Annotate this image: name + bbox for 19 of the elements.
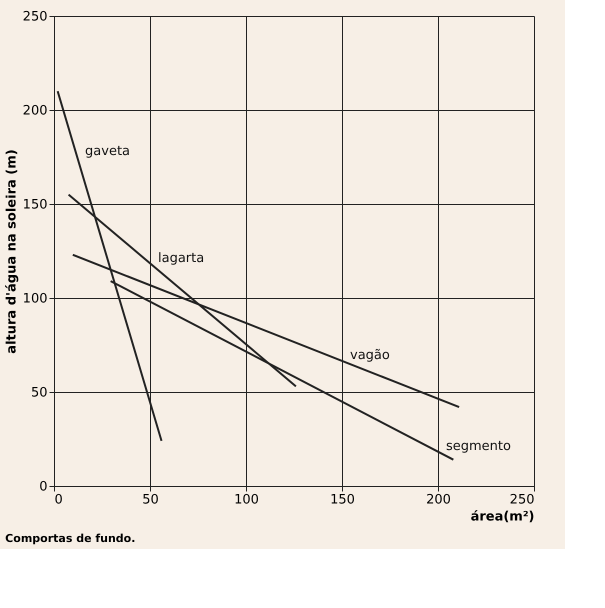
x-axis-title: área(m²)	[470, 510, 534, 524]
y-axis-title: altura d'água na soleira (m)	[4, 149, 20, 354]
x-tick-label: 0	[54, 492, 63, 508]
x-tick-label: 250	[510, 492, 534, 508]
x-tick-label: 150	[330, 492, 355, 508]
y-tick-label: 150	[22, 198, 48, 212]
y-tick-label: 0	[39, 480, 48, 494]
y-tick-label: 250	[22, 10, 48, 24]
x-tick-label: 200	[426, 492, 451, 508]
annotation: vagão	[350, 348, 390, 363]
x-tick-label: 100	[234, 492, 259, 508]
annotation: gaveta	[85, 144, 130, 159]
y-tick-label: 100	[22, 292, 48, 306]
annotation: lagarta	[158, 251, 204, 266]
annotation: segmento	[446, 439, 512, 454]
x-tick-label: 50	[142, 492, 159, 508]
y-tick-label: 50	[30, 386, 48, 400]
text: Comportas de fundo.	[5, 532, 136, 545]
y-tick-label: 200	[22, 104, 48, 118]
